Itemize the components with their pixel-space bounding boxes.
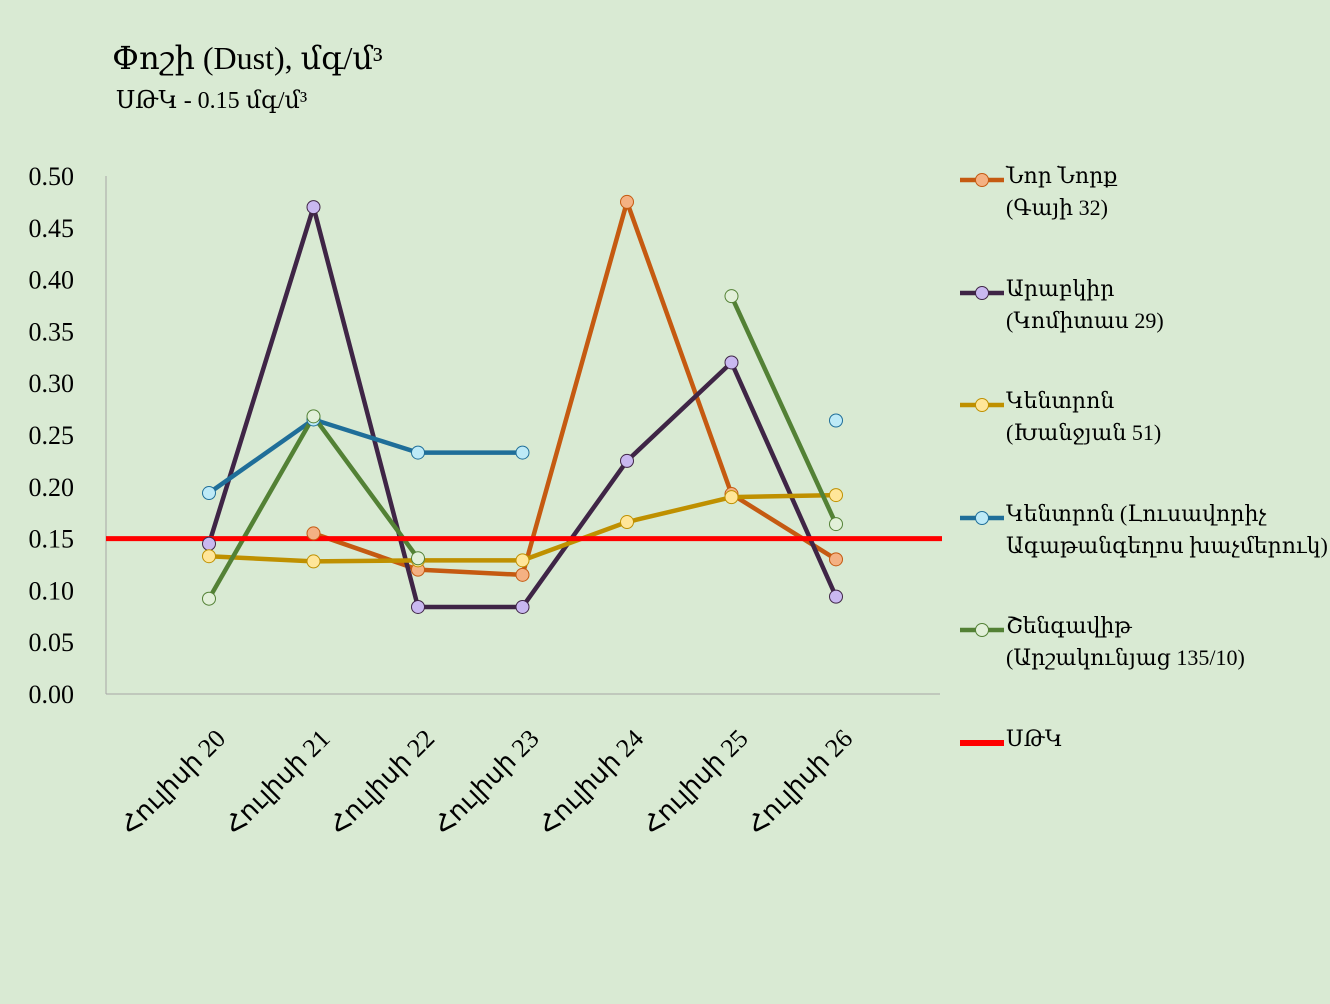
- x-tick-label: Հուլիսի 24: [533, 724, 649, 840]
- y-tick-label: 0.50: [29, 162, 75, 191]
- legend-label: Արաբկիր (Կոմիտաս 29): [1006, 276, 1164, 333]
- series-3-point: [515, 553, 530, 568]
- y-tick-label: 0.10: [29, 576, 75, 605]
- y-tick-label: 0.15: [29, 525, 75, 554]
- y-tick-label: 0.00: [29, 680, 75, 709]
- series-3-point: [724, 490, 739, 505]
- x-tick-label: Հուլիսի 22: [324, 724, 440, 840]
- series-2-point: [620, 453, 634, 468]
- series-5-point: [829, 517, 843, 532]
- series-3-point: [202, 549, 216, 564]
- series-5-point: [724, 289, 739, 304]
- series-4-point: [515, 445, 530, 460]
- x-tick-label: Հուլիսի 23: [429, 724, 545, 840]
- chart-title: Փոշի (Dust), մգ/մ³: [112, 40, 383, 76]
- series-3-point: [620, 515, 634, 530]
- series-line-1: [312, 199, 838, 578]
- series-2-point: [202, 536, 216, 551]
- series-5-point: [411, 551, 425, 566]
- x-tick-label: Հուլիսի 20: [115, 724, 231, 840]
- y-tick-label: 0.40: [29, 266, 75, 295]
- chart-subtitle: ՍԹԿ - 0.15 մգ/մ³: [116, 88, 308, 114]
- y-tick-label: 0.30: [29, 369, 75, 398]
- series-1-point: [306, 526, 321, 541]
- series-1-point: [515, 567, 530, 582]
- y-tick-label: 0.25: [29, 421, 75, 450]
- x-tick-label: Հուլիսի 25: [638, 724, 754, 840]
- series-1-point: [829, 552, 843, 567]
- series-2-point: [829, 589, 843, 604]
- legend-swatch: [960, 511, 1004, 525]
- y-tick-label: 0.35: [29, 317, 75, 346]
- legend-label: ՍԹԿ: [1006, 726, 1063, 751]
- series-5-point: [306, 409, 321, 424]
- legend-swatch: [960, 623, 1004, 637]
- y-tick-label: 0.05: [29, 628, 75, 657]
- series-2-point: [306, 200, 321, 215]
- y-tick-label: 0.45: [29, 214, 75, 243]
- series-4-point: [202, 486, 216, 501]
- series-line-3: [208, 492, 837, 564]
- series-3-point: [306, 554, 321, 569]
- series-1-point: [620, 194, 634, 209]
- series-4-point: [829, 413, 843, 428]
- series-line-2: [206, 204, 839, 610]
- legend-label: Կենտրոն (Խանջյան 51): [1006, 388, 1162, 445]
- legend-label: Նոր Նորք (Գայի 32): [1006, 163, 1118, 220]
- series-2-point: [724, 355, 739, 370]
- x-tick-label: Հուլիսի 21: [220, 724, 336, 840]
- series-3-point: [829, 488, 843, 503]
- legend-label: Կենտրոն (Լուսավորիչ Ագաթանգեղոս խաչմերու…: [1006, 501, 1328, 558]
- series-5-point: [202, 591, 216, 606]
- legend-swatch-reference: [960, 740, 1004, 746]
- legend-swatch: [960, 173, 1004, 187]
- series-4-point: [411, 445, 425, 460]
- x-tick-label: Հուլիսի 26: [742, 724, 858, 840]
- y-tick-label: 0.20: [29, 473, 75, 502]
- series-2-point: [515, 599, 530, 614]
- legend-label: Շենգավիթ (Արշակունյաց 135/10): [1006, 613, 1245, 670]
- series-2-point: [411, 599, 425, 614]
- legend-swatch: [960, 398, 1004, 412]
- legend-swatch: [960, 286, 1004, 300]
